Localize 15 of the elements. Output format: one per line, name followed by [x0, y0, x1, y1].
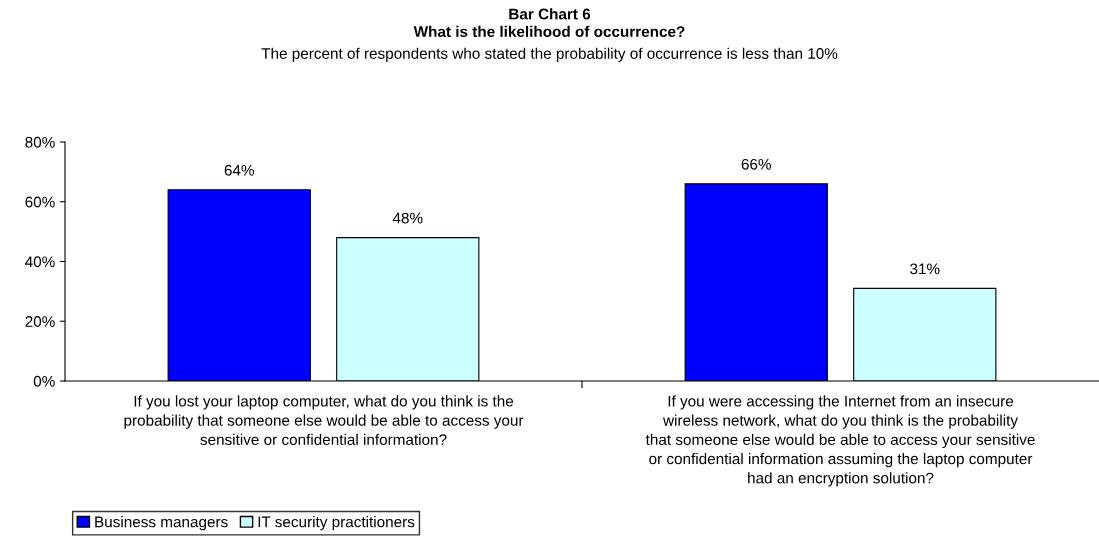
- y-tick-label: 60%: [25, 196, 55, 208]
- x-tick-label: If you lost your laptop computer, what do you think is the probability that someone else would be able to access your sensitive or confidential information?: [124, 395, 524, 446]
- x-tick-label: If you were accessing the Internet from an insecure wireless network, what do you think is the probability that someone else would be able to access your sensitive or confidential information assuming the laptop computer had an encryption solution?: [645, 395, 1035, 487]
- y-tick-label: 40%: [25, 256, 55, 268]
- legend-label: Business managers: [95, 516, 228, 531]
- legend-label: IT security practitioners: [258, 516, 415, 531]
- chart-subtitle: The percent of respondents who stated the probability of occurrence is less than 10%: [261, 47, 838, 62]
- y-tick-label: 0%: [33, 375, 55, 387]
- data-label: 64%: [224, 164, 254, 176]
- data-label: 31%: [910, 263, 940, 275]
- y-tick-label: 80%: [25, 136, 55, 148]
- y-tick-label: 20%: [25, 316, 55, 327]
- chart-title: Bar Chart 6 What is the likelihood of occurrence?: [413, 8, 685, 38]
- data-label: 66%: [741, 158, 771, 170]
- data-label: 48%: [392, 212, 423, 224]
